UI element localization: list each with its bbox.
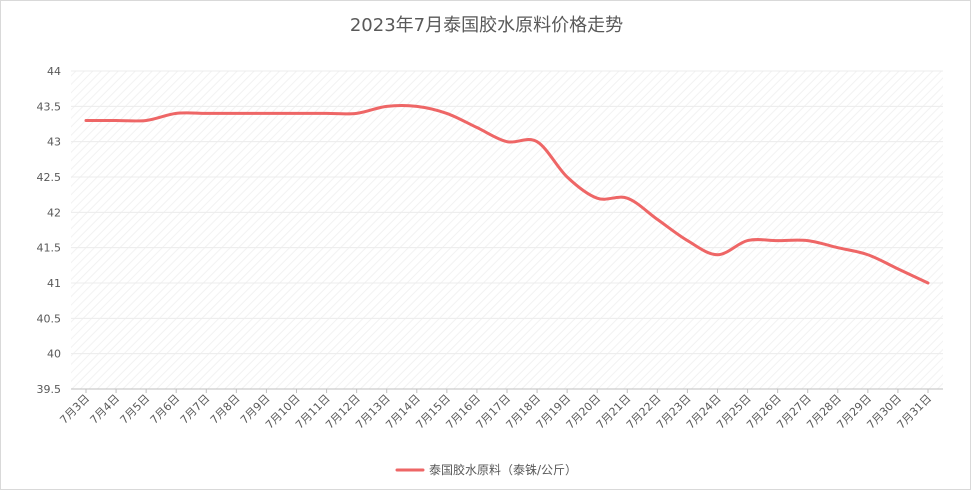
legend[interactable]: 泰国胶水原料（泰铢/公斤） xyxy=(395,462,577,477)
legend-label: 泰国胶水原料（泰铢/公斤） xyxy=(429,462,577,477)
series-line xyxy=(84,103,930,285)
x-axis-ticks: 7月3日7月4日7月5日7月6日7月7日7月8日7月9日7月10日7月11日7月… xyxy=(57,389,934,432)
x-tick-label: 7月5日 xyxy=(118,392,153,427)
y-tick-label: 44 xyxy=(47,65,61,78)
y-tick-label: 42.5 xyxy=(37,171,62,184)
y-tick-label: 40 xyxy=(47,348,61,361)
plot-area-background xyxy=(71,71,943,389)
y-tick-label: 40.5 xyxy=(37,312,62,325)
chart-title: 2023年7月泰国胶水原料价格走势 xyxy=(349,15,624,36)
x-tick-label: 7月7日 xyxy=(178,392,213,427)
y-axis-ticks: 39.5 40 40.5 41 41.5 42 42.5 43 43.5 44 xyxy=(37,65,62,396)
series-lines xyxy=(84,103,930,285)
x-tick-label: 7月6日 xyxy=(148,392,183,427)
y-tick-label: 43.5 xyxy=(37,100,62,113)
x-tick-label: 7月8日 xyxy=(208,392,243,427)
y-tick-label: 39.5 xyxy=(37,383,62,396)
x-tick-label: 7月3日 xyxy=(57,392,92,427)
y-tick-label: 43 xyxy=(47,136,61,149)
x-tick-label: 7月4日 xyxy=(88,392,123,427)
y-tick-label: 41 xyxy=(47,277,61,290)
y-tick-label: 41.5 xyxy=(37,242,62,255)
y-tick-label: 42 xyxy=(47,206,61,219)
